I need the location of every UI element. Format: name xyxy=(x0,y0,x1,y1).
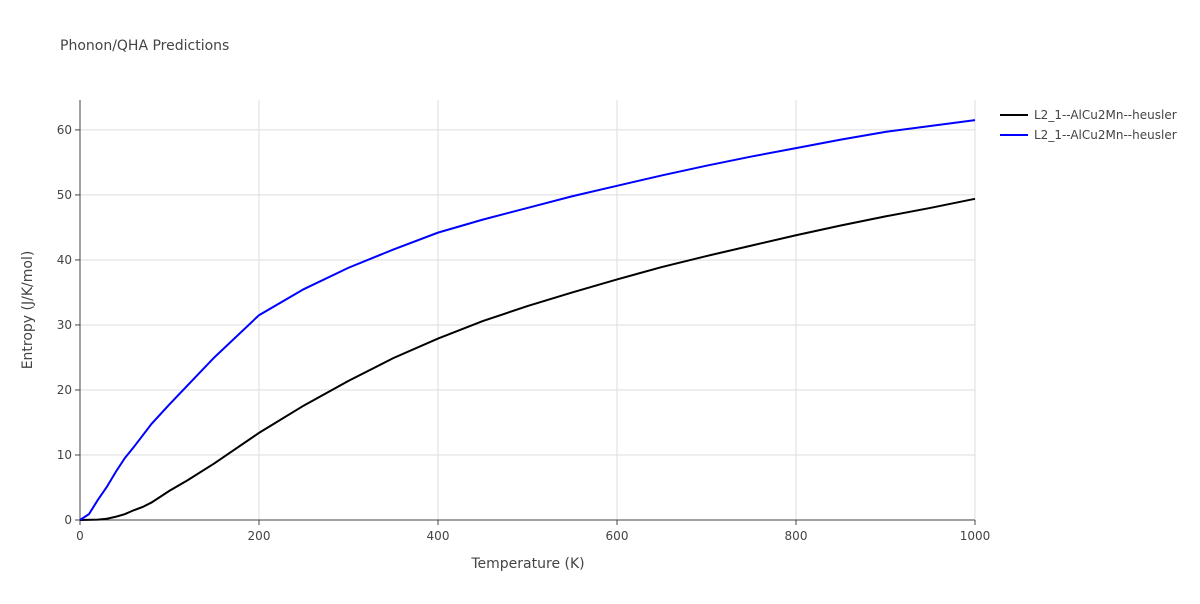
y-tick-label: 60 xyxy=(57,123,72,137)
y-tick-label: 50 xyxy=(57,188,72,202)
x-tick-label: 600 xyxy=(606,529,629,543)
x-tick-label: 200 xyxy=(248,529,271,543)
y-axis-label: Entropy (J/K/mol) xyxy=(20,251,36,370)
y-tick-label: 40 xyxy=(57,253,72,267)
legend-label: L2_1--AlCu2Mn--heusler xyxy=(1034,128,1177,142)
x-tick-label: 800 xyxy=(785,529,808,543)
y-tick-label: 0 xyxy=(64,513,72,527)
y-tick-label: 10 xyxy=(57,448,72,462)
line-series xyxy=(79,119,976,521)
x-tick-label: 0 xyxy=(76,529,84,543)
legend-label: L2_1--AlCu2Mn--heusler xyxy=(1034,108,1177,122)
x-tick-label: 1000 xyxy=(960,529,991,543)
chart-title: Phonon/QHA Predictions xyxy=(60,38,229,54)
line-series xyxy=(79,197,976,521)
x-axis-label: Temperature (K) xyxy=(470,556,584,572)
y-tick-label: 20 xyxy=(57,383,72,397)
y-tick-label: 30 xyxy=(57,318,72,332)
x-tick-label: 400 xyxy=(427,529,450,543)
